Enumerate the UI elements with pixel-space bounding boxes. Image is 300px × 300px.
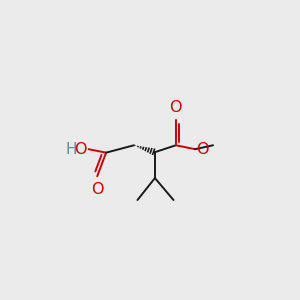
Text: H: H — [66, 142, 77, 157]
Text: O: O — [74, 142, 87, 157]
Text: O: O — [196, 142, 208, 157]
Text: O: O — [91, 182, 103, 197]
Text: O: O — [169, 100, 182, 115]
